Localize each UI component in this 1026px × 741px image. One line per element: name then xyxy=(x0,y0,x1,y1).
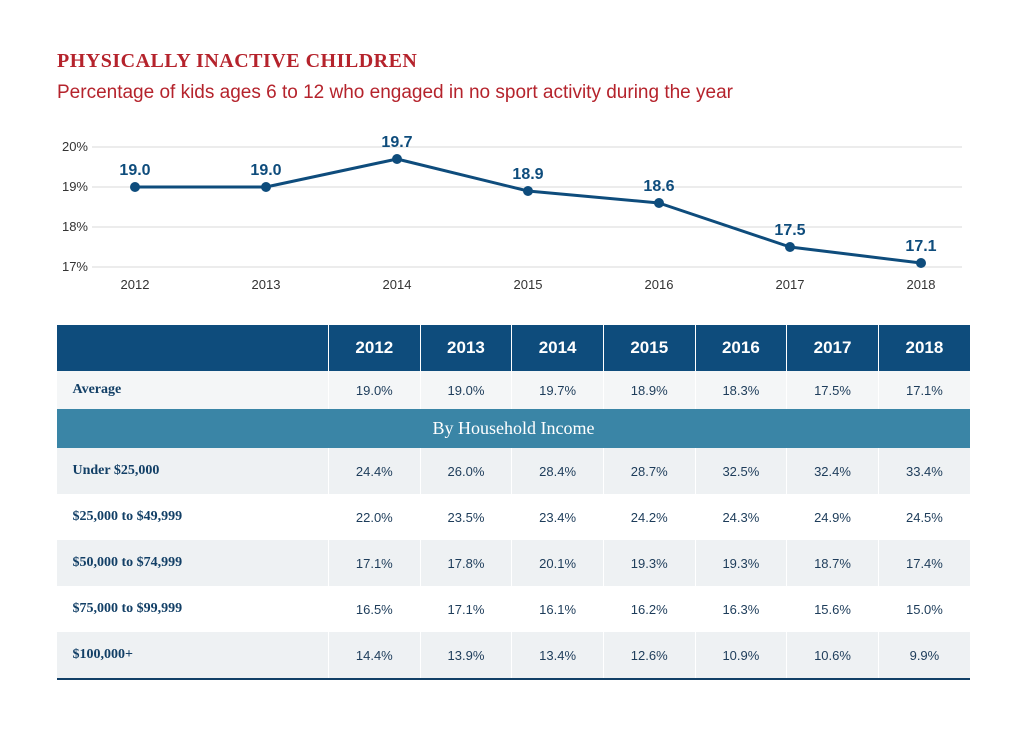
table-cell: 13.4% xyxy=(511,632,604,680)
table-cell: 24.3% xyxy=(694,494,787,540)
table-cell: 23.5% xyxy=(419,494,512,540)
row-label: $100,000+ xyxy=(56,632,329,680)
x-tick-label: 2014 xyxy=(383,277,412,292)
x-tick-label: 2017 xyxy=(776,277,805,292)
table-cell: 16.5% xyxy=(328,586,421,632)
table-cell: 17.1% xyxy=(877,371,970,409)
data-table: 2012 2013 2014 2015 2016 2017 2018 Avera… xyxy=(56,325,970,680)
table-header-year: 2017 xyxy=(786,325,879,371)
y-tick-label: 20% xyxy=(62,139,88,154)
data-point xyxy=(785,242,795,252)
table-cell: 26.0% xyxy=(419,448,512,494)
table-header-year: 2012 xyxy=(328,325,421,371)
data-label: 19.0 xyxy=(119,162,150,179)
x-tick-label: 2015 xyxy=(514,277,543,292)
table-row-average: Average 19.0% 19.0% 19.7% 18.9% 18.3% 17… xyxy=(56,371,970,409)
data-point xyxy=(261,182,271,192)
table-cell: 28.7% xyxy=(602,448,696,494)
x-tick-label: 2018 xyxy=(907,277,936,292)
x-tick-label: 2016 xyxy=(645,277,674,292)
table-header-year: 2013 xyxy=(419,325,512,371)
table-cell: 16.3% xyxy=(694,586,787,632)
row-label: $25,000 to $49,999 xyxy=(56,494,329,540)
table-cell: 33.4% xyxy=(877,448,970,494)
y-tick-label: 19% xyxy=(62,179,88,194)
table-cell: 19.0% xyxy=(328,371,421,409)
table-cell: 17.1% xyxy=(419,586,512,632)
table-cell: 18.3% xyxy=(694,371,787,409)
section-band-label: By Household Income xyxy=(56,409,970,448)
table-cell: 32.4% xyxy=(786,448,879,494)
table-cell: 18.7% xyxy=(786,540,879,586)
table-cell: 19.3% xyxy=(694,540,787,586)
data-table-container: 2012 2013 2014 2015 2016 2017 2018 Avera… xyxy=(56,325,970,680)
table-cell: 19.7% xyxy=(511,371,604,409)
table-header-year: 2016 xyxy=(694,325,787,371)
table-header-year: 2018 xyxy=(877,325,970,371)
table-cell: 12.6% xyxy=(602,632,696,680)
table-cell: 24.4% xyxy=(328,448,421,494)
x-tick-label: 2013 xyxy=(252,277,281,292)
section-band-row: By Household Income xyxy=(56,409,970,448)
row-label: $50,000 to $74,999 xyxy=(56,540,329,586)
table-cell: 9.9% xyxy=(877,632,970,680)
table-row: $50,000 to $74,999 17.1% 17.8% 20.1% 19.… xyxy=(56,540,970,586)
table-row: $75,000 to $99,999 16.5% 17.1% 16.1% 16.… xyxy=(56,586,970,632)
table-cell: 24.5% xyxy=(877,494,970,540)
row-label: Under $25,000 xyxy=(56,448,329,494)
data-point xyxy=(130,182,140,192)
table-cell: 17.1% xyxy=(328,540,421,586)
table-row: $100,000+ 14.4% 13.9% 13.4% 12.6% 10.9% … xyxy=(56,632,970,680)
table-header-row: 2012 2013 2014 2015 2016 2017 2018 xyxy=(56,325,970,371)
table-cell: 16.2% xyxy=(602,586,696,632)
data-point xyxy=(523,186,533,196)
data-label: 18.6 xyxy=(643,178,674,195)
table-cell: 28.4% xyxy=(511,448,604,494)
data-label: 19.7 xyxy=(381,134,412,151)
table-cell: 15.0% xyxy=(877,586,970,632)
data-label: 18.9 xyxy=(512,166,543,183)
y-tick-label: 18% xyxy=(62,219,88,234)
chart-subtitle: Percentage of kids ages 6 to 12 who enga… xyxy=(57,82,733,103)
table-cell: 14.4% xyxy=(328,632,421,680)
line-chart: 17% 18% 19% 20% 2012 2013 2014 2015 2016 2017 2018… xyxy=(62,134,962,292)
table-row: Under $25,000 24.4% 26.0% 28.4% 28.7% 32… xyxy=(56,448,970,494)
table-cell: 10.6% xyxy=(786,632,879,680)
data-label: 17.5 xyxy=(774,222,805,239)
table-row: $25,000 to $49,999 22.0% 23.5% 23.4% 24.… xyxy=(56,494,970,540)
table-cell: 24.2% xyxy=(602,494,696,540)
table-cell: 17.8% xyxy=(419,540,512,586)
data-point xyxy=(392,154,402,164)
table-cell: 17.5% xyxy=(786,371,879,409)
table-cell: 32.5% xyxy=(694,448,787,494)
data-point xyxy=(916,258,926,268)
table-header-blank xyxy=(56,325,329,371)
table-cell: 18.9% xyxy=(602,371,696,409)
table-cell: 15.6% xyxy=(786,586,879,632)
table-cell: 16.1% xyxy=(511,586,604,632)
table-cell: 19.3% xyxy=(602,540,696,586)
data-label: 17.1 xyxy=(905,238,936,255)
data-label: 19.0 xyxy=(250,162,281,179)
table-cell: 20.1% xyxy=(511,540,604,586)
table-cell: 10.9% xyxy=(694,632,787,680)
y-tick-label: 17% xyxy=(62,259,88,274)
chart-title: PHYSICALLY INACTIVE CHILDREN xyxy=(57,50,418,72)
table-cell: 22.0% xyxy=(328,494,421,540)
table-cell: 24.9% xyxy=(786,494,879,540)
row-label: $75,000 to $99,999 xyxy=(56,586,329,632)
table-cell: 17.4% xyxy=(877,540,970,586)
row-label: Average xyxy=(56,371,329,409)
data-point xyxy=(654,198,664,208)
table-header-year: 2015 xyxy=(602,325,696,371)
table-cell: 13.9% xyxy=(419,632,512,680)
table-cell: 23.4% xyxy=(511,494,604,540)
table-header-year: 2014 xyxy=(511,325,604,371)
table-cell: 19.0% xyxy=(419,371,512,409)
x-tick-label: 2012 xyxy=(121,277,150,292)
